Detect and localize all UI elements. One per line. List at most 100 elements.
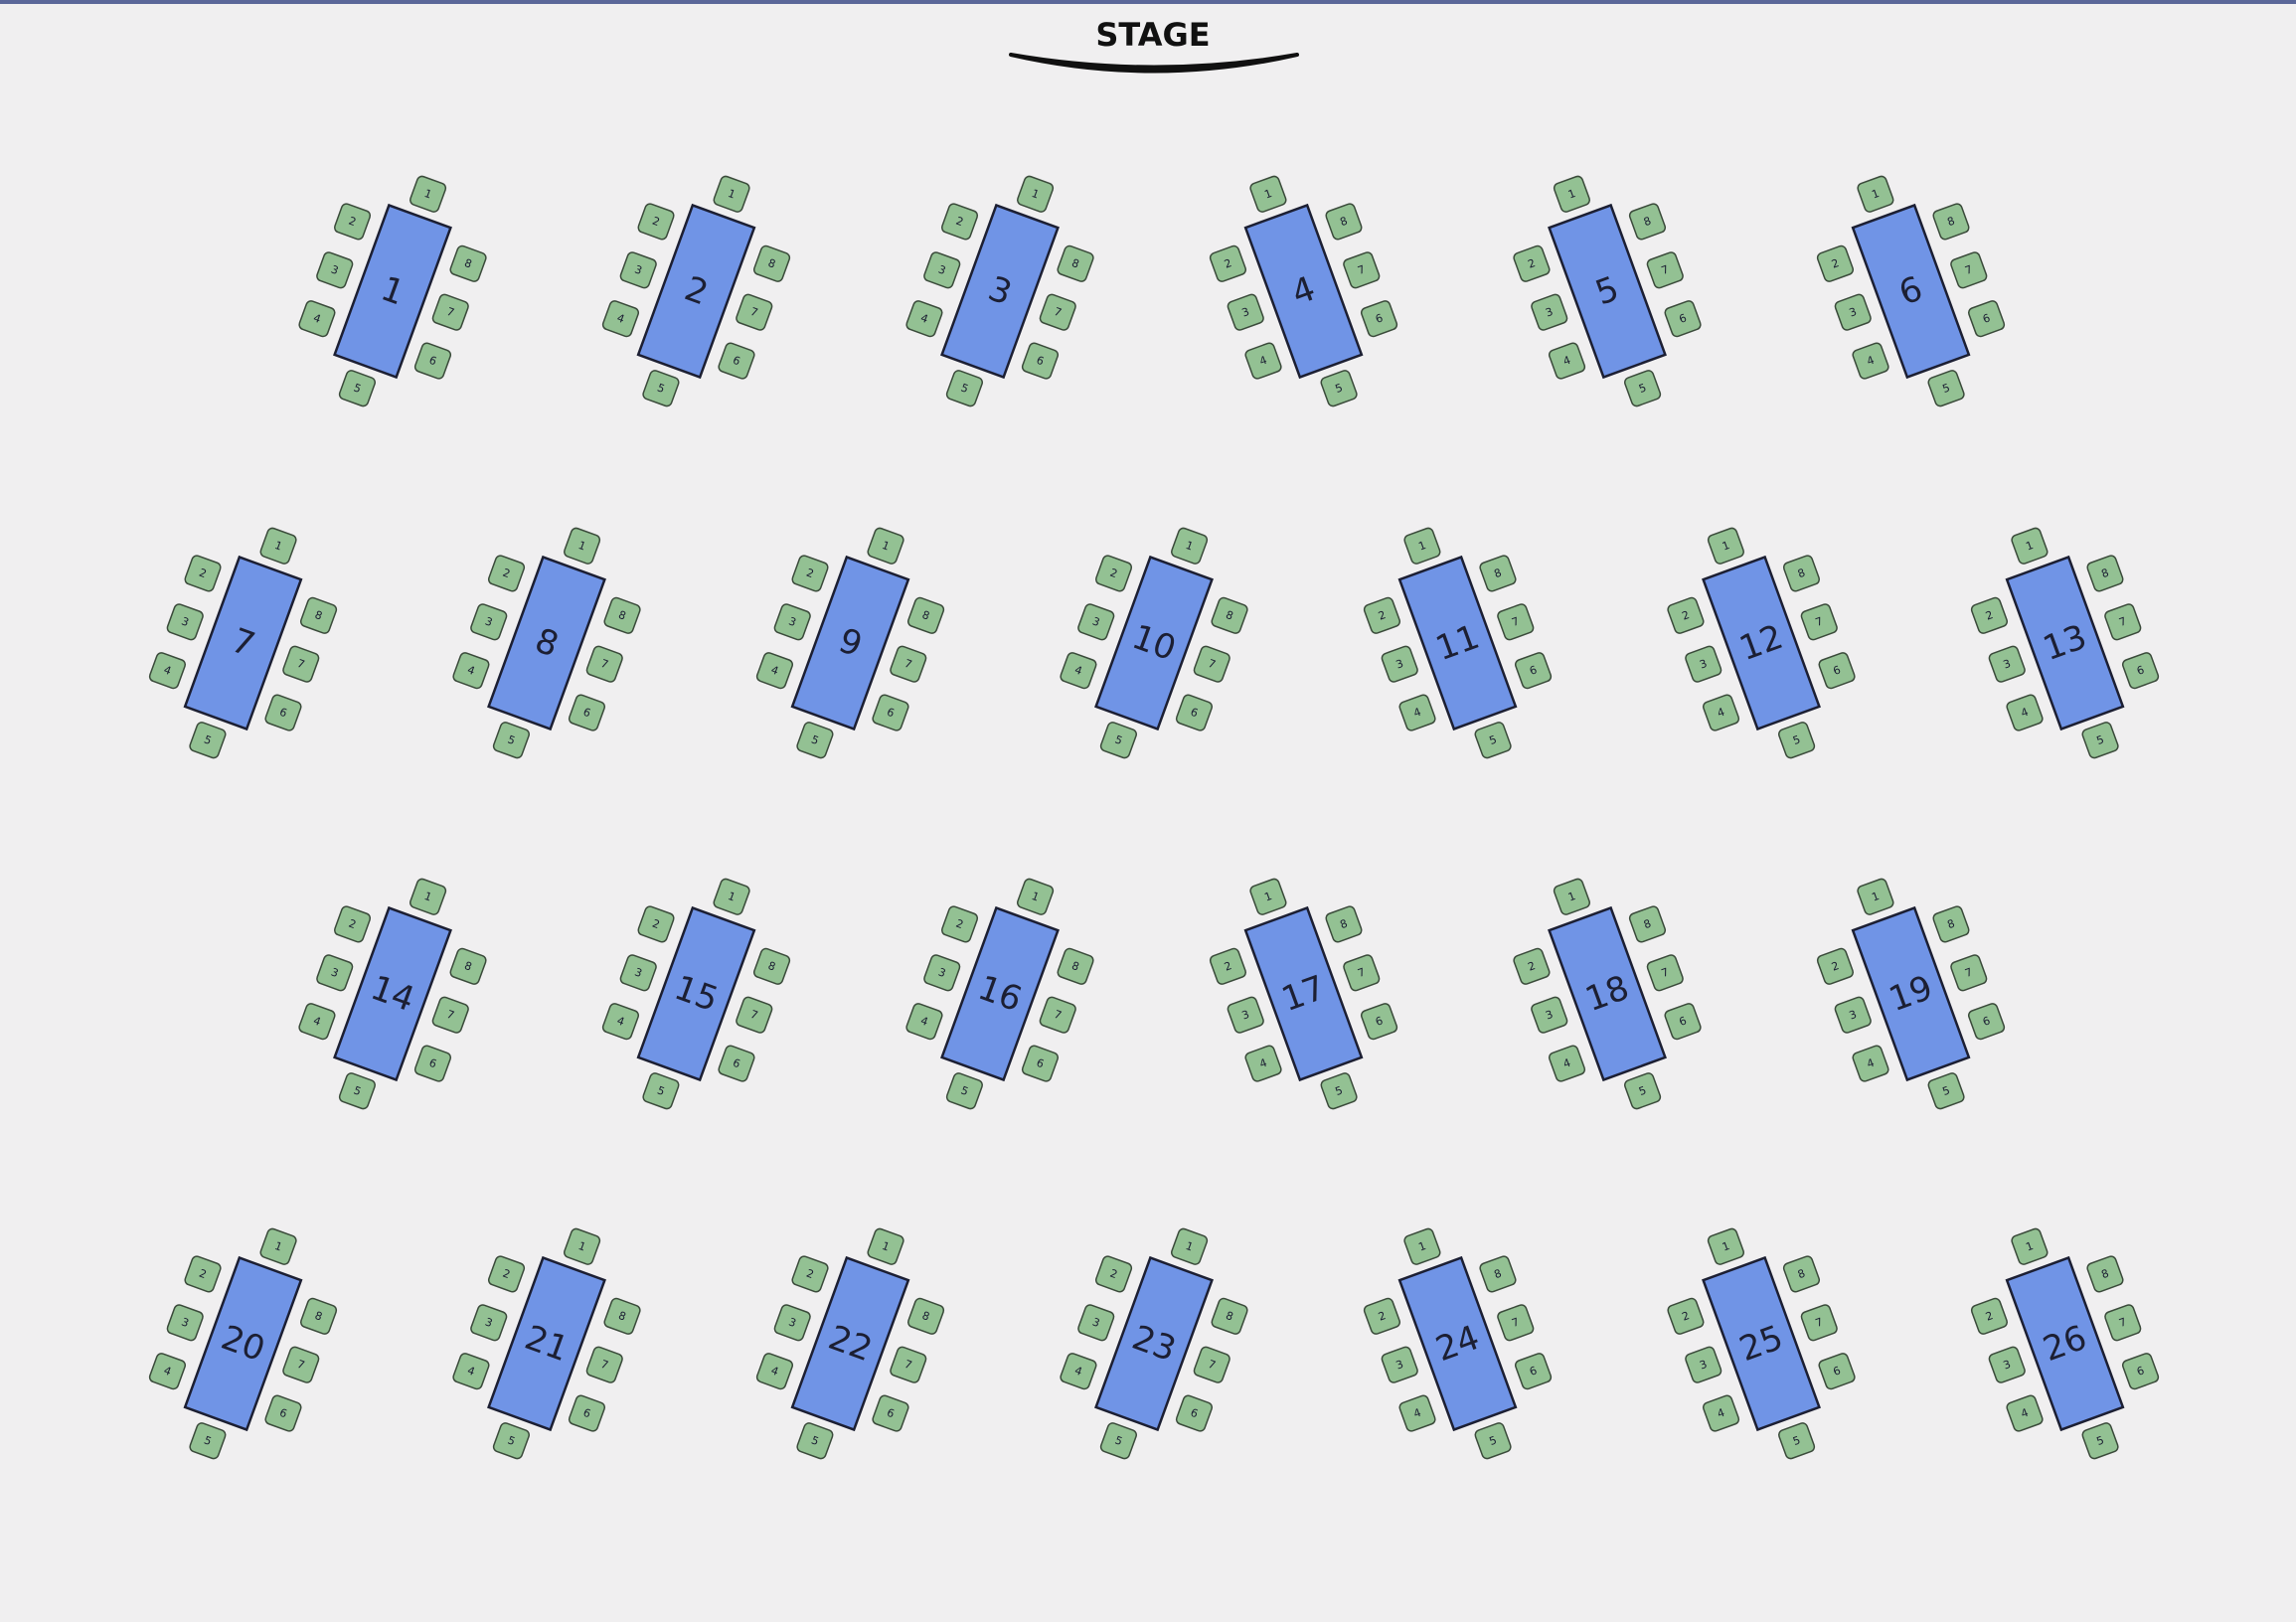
seat-label: 4 (311, 311, 322, 326)
seat-label: 8 (1225, 1309, 1235, 1324)
seat-box (642, 370, 680, 407)
seat: 4 (1702, 694, 1740, 731)
seat: 8 (603, 1297, 641, 1335)
stage-arc (1009, 53, 1299, 74)
seat-label: 8 (1945, 215, 1956, 230)
seat: 7 (282, 1346, 320, 1383)
seat-label: 2 (1680, 1309, 1691, 1324)
seat-label: 4 (1866, 354, 1877, 369)
seat-box (492, 1422, 530, 1460)
seat-box (796, 722, 834, 759)
seat: 8 (1782, 555, 1821, 592)
seat-label: 8 (766, 959, 777, 974)
seat: 3 (470, 603, 508, 641)
seat: 4 (1548, 342, 1586, 380)
seat: 5 (1474, 722, 1512, 759)
seat-label: 2 (1830, 959, 1841, 974)
seat: 8 (1211, 1297, 1248, 1335)
seat-box (298, 300, 336, 338)
table (2005, 1255, 2125, 1432)
seat-box (1017, 878, 1055, 915)
seat: 2 (1094, 1255, 1133, 1293)
seat-label: 6 (885, 1406, 896, 1421)
seat: 5 (338, 370, 376, 407)
seat: 7 (890, 1346, 927, 1383)
seat-label: 7 (748, 1008, 759, 1023)
seat-label: 3 (1240, 305, 1251, 320)
seat: 5 (1927, 370, 1965, 407)
seat-box (189, 1422, 227, 1460)
seat-box (1967, 1003, 2006, 1041)
seat: 6 (872, 694, 909, 731)
seat: 7 (1950, 954, 1988, 992)
seat-label: 3 (180, 614, 191, 629)
top-border (0, 0, 2296, 4)
seat-label: 3 (329, 262, 340, 277)
seat-box (338, 370, 376, 407)
seat-box (449, 244, 487, 282)
seat-box (923, 251, 961, 289)
seat: 7 (1497, 1304, 1535, 1342)
seat-box (1171, 527, 1209, 565)
table (1243, 203, 1364, 380)
seat-box (1227, 996, 1264, 1034)
seat-label: 4 (1258, 1056, 1269, 1071)
seat-label: 8 (313, 608, 324, 623)
seat-box (1249, 878, 1287, 915)
seat-label: 2 (954, 215, 965, 230)
seat-label: 1 (576, 539, 587, 554)
seat-box (452, 652, 490, 690)
seat-label: 1 (2024, 539, 2035, 554)
tables: 1 2 3 4 5 6 7 8 1 1 2 3 4 5 6 7 8 2 1 2 3 4 5 6 7 8 3 1 2 3 4 5 6 7 8 4 1 2 3 4… (148, 175, 2160, 1460)
seat: 3 (1834, 293, 1872, 331)
seat-label: 2 (1680, 608, 1691, 623)
seat-box (259, 1227, 297, 1265)
seat-label: 2 (1984, 608, 1995, 623)
seat-label: 7 (1207, 657, 1218, 672)
seat-label: 3 (633, 262, 644, 277)
seat-label: 1 (1030, 187, 1041, 202)
seat: 4 (2006, 694, 2044, 731)
seat-box (945, 1072, 983, 1110)
seat-box (1967, 300, 2006, 338)
seat-box (487, 555, 526, 592)
seat-label: 2 (1223, 959, 1233, 974)
seat-box (1646, 251, 1684, 289)
seat-label: 7 (902, 1358, 913, 1373)
seat: 5 (1927, 1072, 1965, 1110)
seat-label: 2 (1108, 567, 1119, 581)
seat-box (1531, 293, 1568, 331)
seat-box (1099, 722, 1137, 759)
seat-label: 1 (1870, 187, 1881, 202)
seat-label: 7 (1510, 1315, 1521, 1330)
seat: 2 (637, 203, 675, 241)
seat-label: 4 (465, 663, 476, 678)
seat: 3 (1381, 1346, 1418, 1383)
seat-box (564, 1227, 601, 1265)
seat: 5 (796, 722, 834, 759)
seat: 4 (755, 652, 794, 690)
seat-box (1778, 1422, 1816, 1460)
seat-box (1852, 342, 1889, 380)
seat-label: 6 (427, 354, 438, 369)
seat-box (492, 722, 530, 759)
seat-box (470, 603, 508, 641)
seat-box (791, 1255, 829, 1293)
seat: 4 (1060, 652, 1097, 690)
seat-label: 3 (1240, 1008, 1251, 1023)
seat: 4 (1244, 342, 1282, 380)
seat-box (298, 1003, 336, 1041)
seat-label: 8 (2099, 1267, 2110, 1282)
seat-box (1816, 947, 1855, 985)
seat-box (1474, 722, 1512, 759)
seat-box (184, 555, 222, 592)
seat: 3 (1381, 645, 1418, 683)
seat-label: 8 (1796, 567, 1807, 581)
table (636, 905, 756, 1082)
seat: 4 (298, 300, 336, 338)
seat: 4 (148, 1353, 187, 1390)
